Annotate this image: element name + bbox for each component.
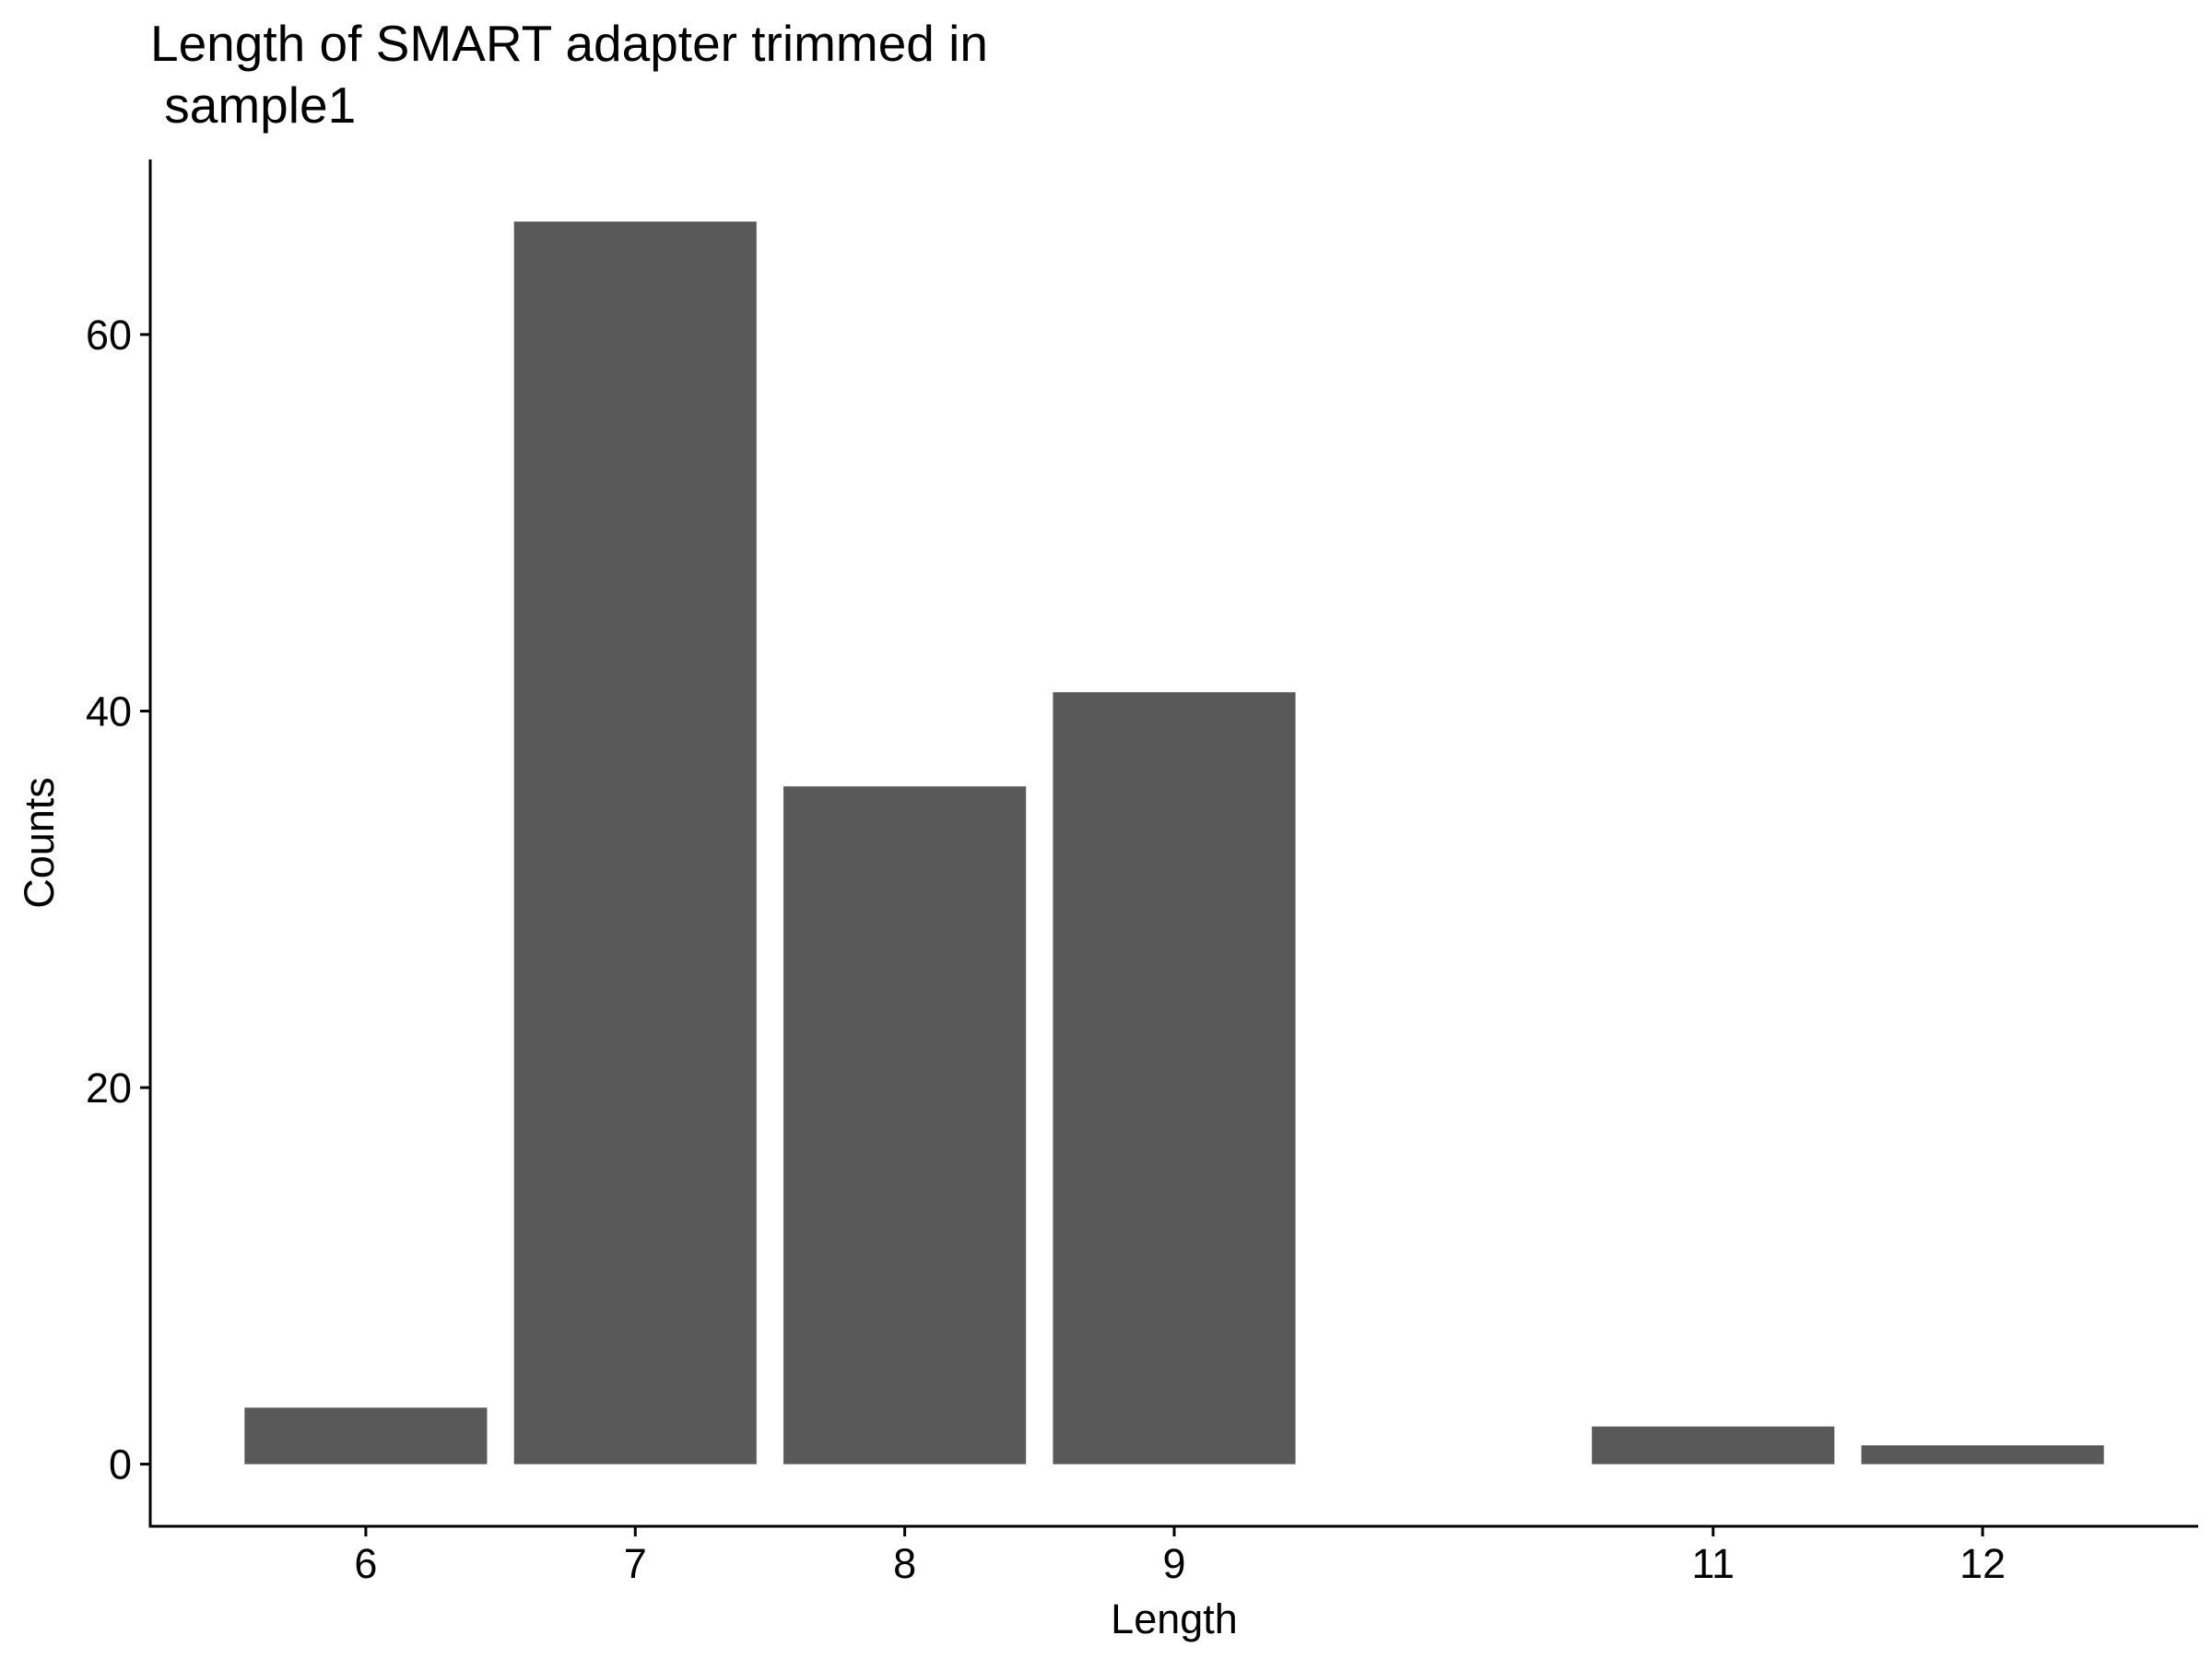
y-ticks-group: 0 20 40 60 [86,312,150,1488]
y-axis-title: Counts [16,777,63,909]
x-axis-title: Length [1111,1595,1238,1642]
y-tick-label: 20 [86,1065,132,1112]
bar-11 [1592,1426,1835,1465]
bar-7 [513,221,757,1465]
y-tick-label: 60 [86,312,132,359]
x-tick-label: 7 [624,1540,647,1587]
chart-title-line-1: Length of SMART adapter trimmed in [150,15,988,72]
x-tick-label: 6 [354,1540,377,1587]
x-tick-label: 11 [1691,1540,1735,1587]
x-tick-label: 8 [893,1540,916,1587]
x-tick-label: 12 [1959,1540,2006,1587]
x-tick-label: 9 [1162,1540,1185,1587]
y-tick-label: 0 [109,1441,132,1488]
bar-6 [244,1407,488,1465]
bar-8 [783,786,1027,1465]
bar-9 [1053,692,1296,1465]
y-tick-label: 40 [86,688,132,735]
bars-group [244,221,2104,1465]
x-ticks-group: 6 7 8 9 11 12 [354,1526,2006,1587]
chart-title-line-2: sample1 [150,76,356,134]
bar-12 [1861,1445,2104,1465]
